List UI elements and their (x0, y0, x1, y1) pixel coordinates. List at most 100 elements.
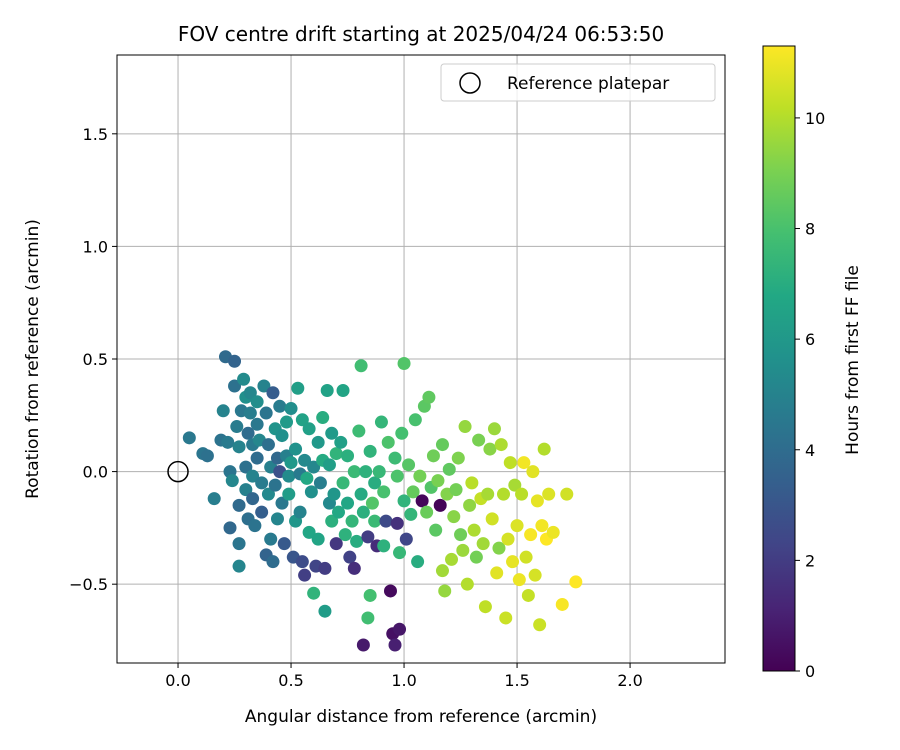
scatter-point (356, 638, 370, 652)
x-tick-label: 0.0 (165, 671, 190, 690)
scatter-point (408, 413, 422, 427)
scatter-point (268, 478, 282, 492)
scatter-point (449, 483, 463, 497)
scatter-point (311, 435, 325, 449)
scatter-point (261, 487, 275, 501)
scatter-point (542, 487, 556, 501)
scatter-point (270, 512, 284, 526)
scatter-point (248, 519, 262, 533)
y-tick-label: 1.5 (83, 125, 108, 144)
scatter-point (232, 498, 246, 512)
scatter-point (332, 505, 346, 519)
scatter-point (368, 476, 382, 490)
y-tick-label: 0.5 (83, 350, 108, 369)
scatter-point (519, 550, 533, 564)
colorbar-tick-label: 8 (805, 220, 815, 239)
scatter-point (264, 532, 278, 546)
scatter-point (275, 496, 289, 510)
y-tick-label: 1.0 (83, 237, 108, 256)
chart-title: FOV centre drift starting at 2025/04/24 … (178, 22, 664, 46)
scatter-point (458, 420, 472, 434)
scatter-point (318, 561, 332, 575)
scatter-point (255, 505, 269, 519)
scatter-point (528, 568, 542, 582)
scatter-point (368, 514, 382, 528)
reference-platepar-point (167, 460, 189, 483)
y-axis-label: Rotation from reference (arcmin) (23, 219, 43, 499)
scatter-point (237, 372, 251, 386)
scatter-point (257, 379, 271, 393)
scatter-point (526, 465, 540, 479)
colorbar-tick-label: 6 (805, 330, 815, 349)
scatter-point (221, 435, 235, 449)
scatter-point (555, 597, 569, 611)
scatter-point (307, 460, 321, 474)
grid-lines (117, 55, 725, 663)
scatter-point (433, 498, 447, 512)
scatter-point (395, 426, 409, 440)
scatter-point (490, 566, 504, 580)
legend-marker-reference (459, 72, 481, 94)
scatter-point (569, 575, 583, 589)
scatter-point (293, 505, 307, 519)
scatter-point (282, 487, 296, 501)
scatter-point (435, 564, 449, 578)
scatter-point (246, 469, 260, 483)
scatter-point (266, 555, 280, 569)
scatter-point (447, 510, 461, 524)
scatter-point (363, 588, 377, 602)
scatter-point (225, 474, 239, 488)
scatter-point (350, 534, 364, 548)
scatter-point (255, 476, 269, 490)
scatter-point (481, 487, 495, 501)
scatter-point (325, 514, 339, 528)
scatter-point (359, 465, 373, 479)
colorbar-tick-label: 2 (805, 551, 815, 570)
scatter-point (363, 444, 377, 458)
scatter-point (250, 417, 264, 431)
scatter-point (460, 577, 474, 591)
scatter-point (289, 442, 303, 456)
scatter-point (413, 469, 427, 483)
scatter-point (182, 431, 196, 445)
scatter-point (228, 354, 242, 368)
scatter-point (322, 458, 336, 472)
scatter-point (463, 498, 477, 512)
legend-label-reference: Reference platepar (507, 74, 669, 94)
scatter-point (282, 469, 296, 483)
scatter-point (311, 532, 325, 546)
scatter-point (467, 523, 481, 537)
x-tick-label: 2.0 (617, 671, 642, 690)
scatter-point (232, 440, 246, 454)
colorbar-ticks: 0 2 4 6 8 10 (795, 109, 825, 681)
scatter-point (379, 514, 393, 528)
scatter-point (325, 426, 339, 440)
colorbar-gradient (762, 45, 796, 672)
scatter-point (393, 622, 407, 636)
scatter-point (280, 415, 294, 429)
colorbar-label: Hours from first FF file (843, 265, 863, 455)
scatter-point (352, 424, 366, 438)
scatter-point (512, 573, 526, 587)
colorbar-tick-label: 10 (805, 109, 825, 128)
scatter-point (295, 413, 309, 427)
colorbar-tick-label: 0 (805, 662, 815, 681)
scatter-point (230, 420, 244, 434)
scatter-point (207, 492, 221, 506)
scatter-point (426, 449, 440, 463)
scatter-point (361, 611, 375, 625)
scatter-point (372, 465, 386, 479)
scatter-point (284, 456, 298, 470)
scatter-point (261, 438, 275, 452)
scatter-point (524, 528, 538, 542)
scatter-point (295, 555, 309, 569)
x-tick-label: 1.5 (504, 671, 529, 690)
scatter-point (499, 611, 513, 625)
scatter-point (316, 411, 330, 425)
scatter-point (239, 460, 253, 474)
scatter-point (506, 555, 520, 569)
scatter-point (361, 530, 375, 544)
scatter-point (393, 546, 407, 560)
data-points (182, 350, 583, 652)
scatter-point (232, 559, 246, 573)
